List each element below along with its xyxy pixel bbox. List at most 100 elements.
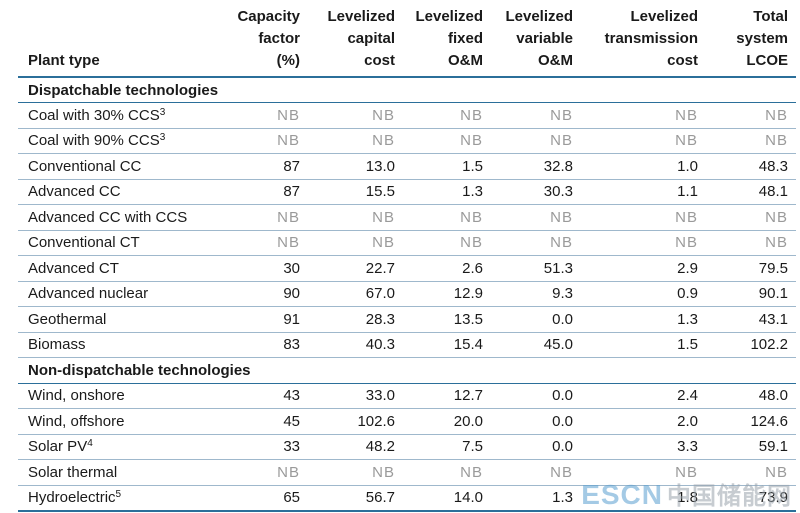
variable-om-cell: 51.3 [491,255,581,282]
footnote-marker: 4 [87,438,93,450]
section-title: Dispatchable technologies [18,77,796,103]
footnote-marker: 3 [159,106,166,118]
total-lcoe-cell: NB [706,230,796,256]
capital-cost-cell: NB [308,128,403,154]
plant-type-cell: Advanced CC [18,179,223,205]
transmission-cost-cell: NB [581,204,706,231]
transmission-cost-cell: 1.3 [581,306,706,333]
plant-type-cell: Solar thermal [18,459,223,486]
capacity-factor-cell: NB [223,204,308,231]
fixed-om-cell: 12.7 [403,383,491,409]
capital-cost-cell: 56.7 [308,485,403,512]
fixed-om-cell: NB [403,230,491,256]
total-lcoe-cell: 48.3 [706,153,796,180]
capacity-factor-cell: 45 [223,408,308,435]
total-lcoe-cell: 59.1 [706,434,796,460]
fixed-om-cell: 14.0 [403,485,491,512]
variable-om-cell: NB [491,102,581,129]
capacity-factor-cell: NB [223,230,308,256]
fixed-om-cell: NB [403,128,491,154]
table-row: Wind, onshore 43 33.0 12.7 0.0 2.4 48.0 [18,383,796,409]
plant-type-cell: Coal with 90% CCS3 [18,128,223,154]
table-row: Advanced nuclear 90 67.0 12.9 9.3 0.9 90.1 [18,281,796,307]
fixed-om-cell: NB [403,459,491,486]
capital-cost-cell: 28.3 [308,306,403,333]
table-row: Biomass 83 40.3 15.4 45.0 1.5 102.2 [18,332,796,358]
transmission-cost-cell: NB [581,102,706,129]
plant-type-cell: Advanced CT [18,255,223,282]
plant-type-cell: Advanced nuclear [18,281,223,307]
variable-om-cell: NB [491,459,581,486]
plant-type-cell: Wind, offshore [18,408,223,435]
capacity-factor-cell: NB [223,102,308,129]
variable-om-cell: 9.3 [491,281,581,307]
plant-type-cell: Hydroelectric5 [18,485,223,512]
fixed-om-cell: 1.3 [403,179,491,205]
transmission-cost-cell: NB [581,230,706,256]
fixed-om-cell: 7.5 [403,434,491,460]
variable-om-cell: 0.0 [491,434,581,460]
lcoe-table: Plant type Capacity factor (%) Levelized ca… [18,0,796,512]
capacity-factor-cell: 83 [223,332,308,358]
capital-cost-cell: 48.2 [308,434,403,460]
plant-type-cell: Solar PV4 [18,434,223,460]
capital-cost-cell: NB [308,230,403,256]
total-lcoe-cell: 43.1 [706,306,796,333]
watermark-brand: ESCN [581,479,663,510]
capital-cost-cell: 40.3 [308,332,403,358]
header-variable-om: Levelized variable O&M [491,0,581,78]
total-lcoe-cell: 48.0 [706,383,796,409]
transmission-cost-cell: 2.9 [581,255,706,282]
capacity-factor-cell: 30 [223,255,308,282]
fixed-om-cell: 13.5 [403,306,491,333]
variable-om-cell: NB [491,230,581,256]
transmission-cost-cell: 1.1 [581,179,706,205]
table-row: Conventional CC 87 13.0 1.5 32.8 1.0 48.3 [18,153,796,180]
total-lcoe-cell: 124.6 [706,408,796,435]
footnote-marker: 5 [115,489,122,500]
capacity-factor-cell: 43 [223,383,308,409]
footnote-marker: 3 [159,132,166,144]
variable-om-cell: 0.0 [491,306,581,333]
transmission-cost-cell: 0.9 [581,281,706,307]
total-lcoe-cell: NB [706,128,796,154]
header-capital-cost: Levelized capital cost [308,0,403,78]
table-row: Geothermal 91 28.3 13.5 0.0 1.3 43.1 [18,306,796,333]
table-row: Advanced CC with CCS NB NB NB NB NB NB [18,204,796,231]
total-lcoe-cell: 73.9 [706,485,796,512]
plant-type-cell: Advanced CC with CCS [18,204,223,231]
transmission-cost-cell: 1.0 [581,153,706,180]
capacity-factor-cell: NB [223,128,308,154]
fixed-om-cell: NB [403,102,491,129]
capital-cost-cell: 22.7 [308,255,403,282]
transmission-cost-cell: 2.4 [581,383,706,409]
table-row: Coal with 30% CCS3 NB NB NB NB NB NB [18,102,796,129]
capacity-factor-cell: 87 [223,153,308,180]
header-transmission-cost: Levelized transmission cost [581,0,706,78]
total-lcoe-cell: NB [706,459,796,486]
variable-om-cell: 0.0 [491,383,581,409]
total-lcoe-cell: 48.1 [706,179,796,205]
section-dispatchable: Dispatchable technologies [18,77,796,103]
header-row: Plant type Capacity factor (%) Levelized ca… [18,0,796,78]
plant-type-cell: Conventional CC [18,153,223,180]
variable-om-cell: 45.0 [491,332,581,358]
capacity-factor-cell: 65 [223,485,308,512]
plant-type-cell: Wind, onshore [18,383,223,409]
table-row: Solar PV4 33 48.2 7.5 0.0 3.3 59.1 [18,434,796,460]
table-row: Conventional CT NB NB NB NB NB NB [18,230,796,256]
total-lcoe-cell: 90.1 [706,281,796,307]
plant-type-cell: Biomass [18,332,223,358]
transmission-cost-cell: 1.5 [581,332,706,358]
transmission-cost-cell: 2.0 [581,408,706,435]
transmission-cost-cell: NB [581,459,706,486]
section-title: Non-dispatchable technologies [18,357,796,384]
header-fixed-om: Levelized fixed O&M [403,0,491,78]
table-row: Solar thermal NB NB NB NB NB NB [18,459,796,486]
fixed-om-cell: NB [403,204,491,231]
capacity-factor-cell: NB [223,459,308,486]
header-plant-type: Plant type [18,0,223,78]
table-row: Wind, offshore 45 102.6 20.0 0.0 2.0 124.6 [18,408,796,435]
fixed-om-cell: 15.4 [403,332,491,358]
capital-cost-cell: 67.0 [308,281,403,307]
